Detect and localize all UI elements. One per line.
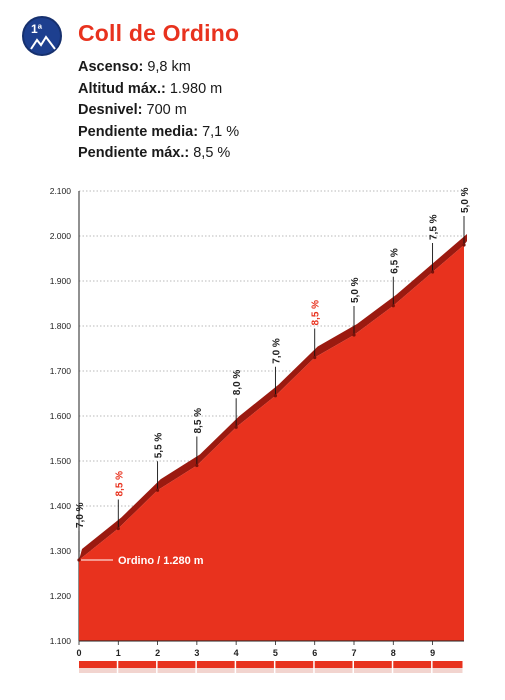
stat-label: Pendiente media: [78,123,199,140]
distance-scale-segment-light [432,668,463,673]
y-tick-label: 1.500 [50,456,72,466]
climb-stats: Ascenso: 9,8 km Altitud máx.: 1.980 m De… [78,57,239,165]
gradient-marker-dot [155,488,160,492]
gradient-label: 8,5 % [193,408,204,434]
x-tick-label: 5 [273,648,278,658]
stat-value: 9,8 km [147,59,191,75]
profile-ridge [79,234,467,560]
stat-value: 8,5 % [193,145,231,161]
gradient-label: 5,0 % [350,277,361,303]
stat-row-max-gradient: Pendiente máx.: 8,5 % [78,143,239,165]
distance-scale-segment [236,661,274,668]
x-tick-label: 0 [76,648,81,658]
distance-scale-segment [79,661,117,668]
distance-scale-segment [354,661,392,668]
mountain-icon [30,35,56,50]
distance-scale-segment-light [236,668,274,673]
distance-scale-segment [157,661,196,668]
y-tick-label: 1.700 [50,366,72,376]
distance-scale-segment [314,661,353,668]
stat-label: Pendiente máx.: [78,145,190,161]
y-tick-label: 1.100 [50,636,72,646]
gradient-marker-dot [313,355,317,360]
gradient-label: 7,5 % [429,214,440,240]
stat-row-ascent: Ascenso: 9,8 km [78,57,239,79]
gradient-label: 8,5 % [114,471,125,497]
gradient-label: 7,0 % [271,338,282,364]
x-tick-label: 2 [155,648,160,658]
climb-title: Coll de Ordino [78,20,240,46]
gradient-marker-dot [352,333,356,337]
y-tick-label: 1.900 [50,276,72,286]
elevation-profile-chart: 1.100 1.200 1.300 1.400 1.500 1.600 1.700 1.800… [50,186,471,673]
distance-scale-segment-light [275,668,314,673]
y-tick-label: 1.800 [50,321,72,331]
stat-value: 7,1 % [202,123,240,140]
gradient-label: 8,0 % [232,370,243,396]
x-tick-label: 4 [234,648,239,658]
distance-scale-segment [432,661,463,668]
x-tick-label: 3 [194,648,199,658]
gradient-label: 8,5 % [311,300,322,326]
stat-value: 1.980 m [169,80,223,97]
gradient-marker-dot [430,270,435,274]
x-tick-label: 9 [430,648,435,658]
gradient-marker-dot [77,558,81,562]
profile-area [79,245,464,641]
distance-scale-segment-light [393,668,432,673]
gradient-marker-dot [234,425,238,429]
y-tick-label: 1.400 [50,501,72,511]
stat-row-max-altitude: Altitud máx.: 1.980 m [78,79,239,101]
distance-scale-segment [393,661,432,668]
gradient-label: 6,5 % [389,248,400,274]
stat-label: Altitud máx.: [78,80,166,97]
gradient-label: 7,0 % [75,502,86,528]
y-tick-label: 1.300 [50,546,72,556]
gradient-marker-dot [391,304,395,308]
x-tick-label: 7 [351,648,356,658]
distance-scale-segment [196,661,235,668]
y-tick-label: 1.200 [50,591,72,601]
gradient-marker-dot [195,463,199,468]
distance-scale-segment-light [118,668,157,673]
gradient-marker-dot [273,394,278,398]
category-badge: 1ª [22,16,62,56]
gradient-label: 5,0 % [460,187,471,213]
gradient-marker-dot [462,243,466,247]
stat-label: Ascenso: [78,59,144,75]
stat-row-avg-gradient: Pendiente media: 7,1 % [78,122,239,144]
y-tick-label: 2.000 [50,231,72,241]
distance-scale-segment-light [79,668,117,673]
gradient-label: 5,5 % [154,433,165,459]
distance-scale-segment-light [354,668,392,673]
distance-scale-segment-light [196,668,235,673]
climb-header: 1ª Coll de Ordino [22,14,492,58]
x-tick-label: 6 [312,648,317,658]
y-tick-label: 1.600 [50,411,72,421]
stat-label: Desnivel: [78,102,143,118]
x-tick-label: 1 [116,648,121,658]
distance-scale-segment [118,661,157,668]
category-label: 1ª [31,22,43,36]
stat-value: 700 m [146,102,187,118]
x-tick-label: 8 [391,648,396,658]
distance-scale-segment-light [157,668,196,673]
stat-row-elevation-gain: Desnivel: 700 m [78,100,239,122]
y-tick-label: 2.100 [50,186,72,196]
gradient-marker-dot [116,526,120,531]
start-annotation-label: Ordino / 1.280 m [118,555,204,567]
distance-scale-segment-light [314,668,353,673]
distance-scale-segment [275,661,314,668]
